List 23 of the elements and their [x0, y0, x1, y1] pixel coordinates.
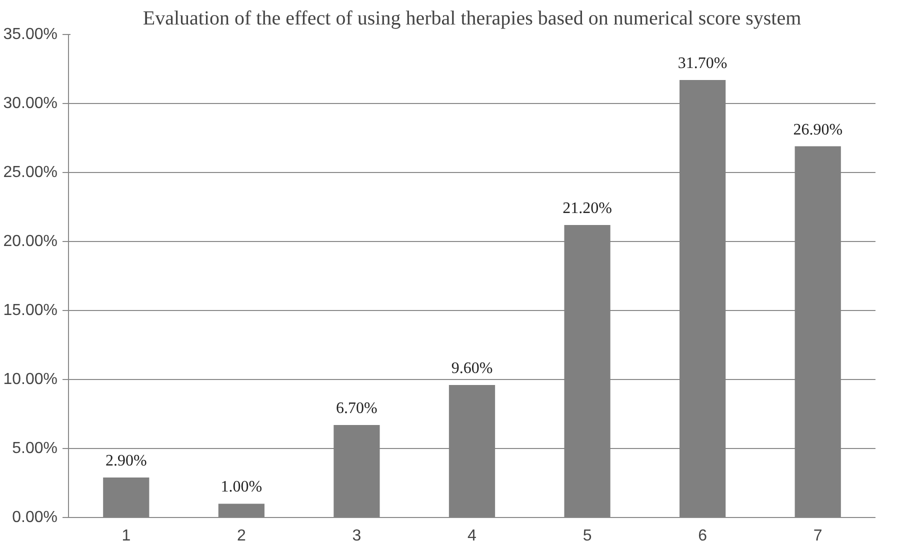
x-tick-label: 4: [468, 528, 477, 544]
x-tick-label: 3: [352, 528, 362, 544]
data-label: 31.70%: [678, 55, 728, 72]
y-tick-label: 10.00%: [3, 371, 58, 388]
data-label: 1.00%: [220, 478, 262, 496]
x-tick-label: 2: [236, 528, 246, 544]
chart-title: Evaluation of the effect of using herbal therapies based on numerical score system: [142, 8, 802, 30]
y-tick-label: 15.00%: [3, 302, 58, 319]
data-label: 9.60%: [451, 360, 493, 378]
x-tick-label: 6: [698, 528, 708, 544]
y-tick-label: 20.00%: [3, 233, 58, 250]
x-tick-label: 5: [582, 528, 592, 544]
y-tick-label: 30.00%: [3, 95, 58, 112]
x-tick-label: 7: [813, 528, 822, 544]
data-label: 26.90%: [793, 121, 843, 138]
y-tick-label: 0.00%: [12, 509, 58, 526]
y-tick-label: 25.00%: [3, 164, 58, 181]
y-tick-label: 5.00%: [12, 440, 58, 457]
data-label: 2.90%: [105, 452, 147, 470]
data-label: 6.70%: [336, 400, 378, 418]
x-tick-label: 1: [122, 528, 131, 544]
data-label: 21.20%: [562, 200, 612, 217]
y-tick-label: 35.00%: [3, 26, 58, 43]
